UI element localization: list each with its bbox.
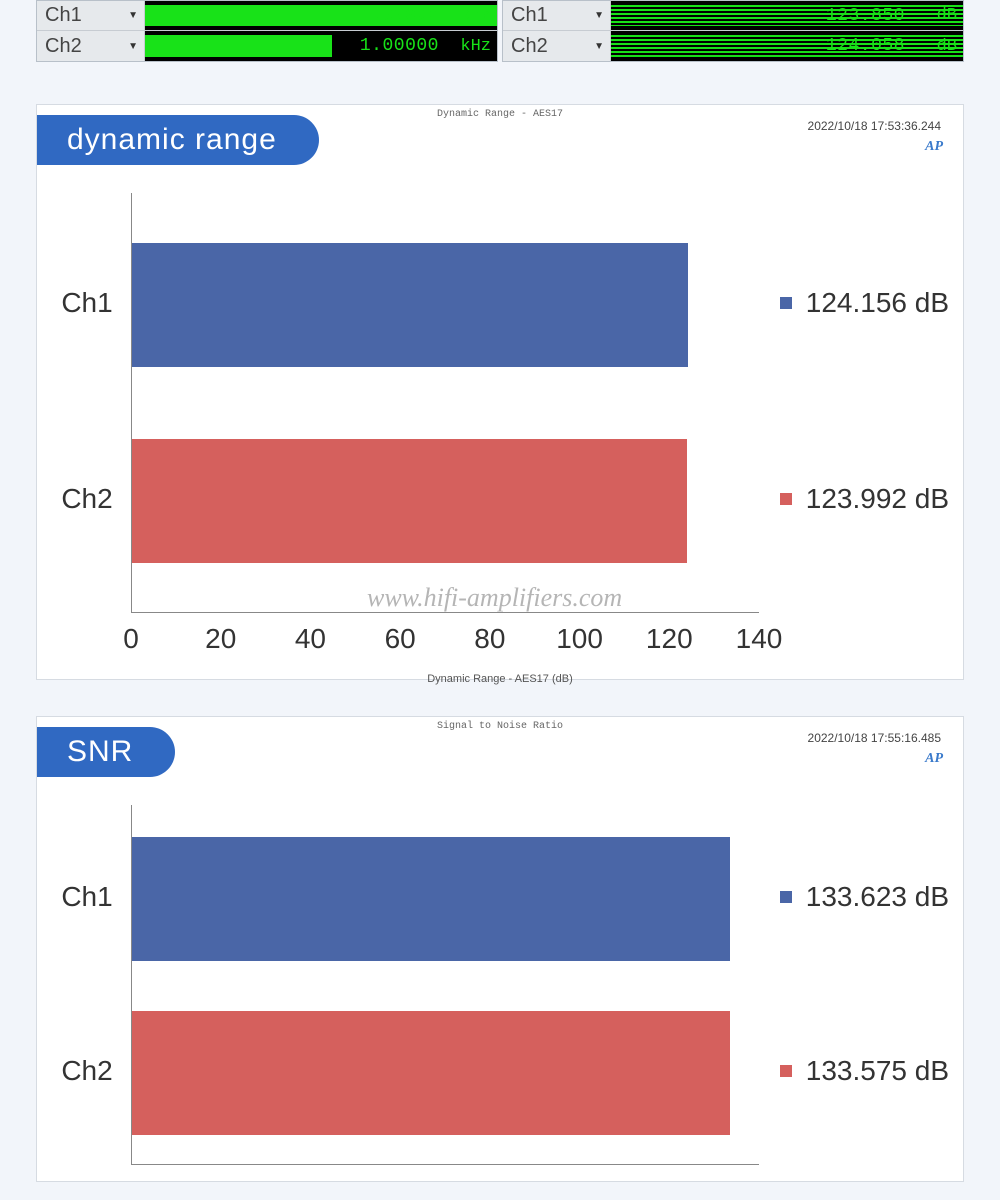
bar-ch2	[132, 439, 687, 563]
xtick: 80	[474, 623, 505, 655]
legend-swatch	[780, 891, 792, 903]
legend-value: 123.992 dB	[806, 483, 949, 515]
channel-dropdown[interactable]: Ch2 ▼	[503, 31, 611, 61]
chart-card-snr: SNR Signal to Noise Ratio 2022/10/18 17:55…	[36, 716, 964, 1182]
charts-container: dynamic range Dynamic Range - AES17 2022/1…	[0, 104, 1000, 1182]
meter-track: 123.850 dB	[611, 1, 963, 30]
meter-fill	[611, 5, 963, 26]
meter-fill	[145, 5, 497, 26]
channel-dropdown[interactable]: Ch1 ▼	[37, 1, 145, 30]
meter-unit: dB	[937, 6, 957, 25]
chart-badge: dynamic range	[37, 115, 319, 165]
ylabel-ch2: Ch2	[51, 483, 123, 515]
meter-panel-right: Ch1 ▼ 123.850 dB Ch2 ▼ 124.058 dB	[502, 0, 964, 62]
legend-swatch	[780, 493, 792, 505]
legend-swatch	[780, 1065, 792, 1077]
channel-label: Ch1	[511, 4, 548, 27]
meter-unit: kHz	[460, 37, 491, 56]
meter-value: 1.00000	[360, 6, 439, 26]
channel-label: Ch1	[45, 4, 82, 27]
ylabel-ch1: Ch1	[51, 287, 123, 319]
channel-label: Ch2	[511, 35, 548, 58]
legend-ch1: 133.623 dB	[780, 881, 949, 913]
meter-fill	[611, 35, 963, 57]
meter-row: Ch2 ▼ 1.00000 kHz	[37, 31, 497, 61]
plot-area	[131, 805, 759, 1165]
legend-value: 133.623 dB	[806, 881, 949, 913]
meter-value: 123.850	[826, 6, 905, 26]
channel-dropdown[interactable]: Ch1 ▼	[503, 1, 611, 30]
meter-track: 1.00000 kHz	[145, 31, 497, 61]
meter-unit: dB	[937, 37, 957, 56]
meter-row: Ch1 ▼ 123.850 dB	[503, 1, 963, 31]
meter-unit: kHz	[460, 6, 491, 25]
legend-swatch	[780, 297, 792, 309]
meter-value: 124.058	[826, 36, 905, 56]
chart-body: Ch1 124.156 dB Ch2 123.992 dB 0 20 40 60 80 100 12…	[51, 173, 949, 665]
xtick: 120	[646, 623, 693, 655]
chevron-down-icon: ▼	[594, 41, 604, 52]
chevron-down-icon: ▼	[128, 10, 138, 21]
legend-ch2: 123.992 dB	[780, 483, 949, 515]
meter-track: 124.058 dB	[611, 31, 963, 61]
ylabel-ch2: Ch2	[51, 1055, 123, 1087]
chart-body: Ch1 133.623 dB Ch2 133.575 dB	[51, 785, 949, 1167]
xtick: 140	[736, 623, 783, 655]
ap-logo: AP	[925, 139, 943, 155]
meter-value: 1.00000	[360, 36, 439, 56]
channel-label: Ch2	[45, 35, 82, 58]
meter-track: 1.00000 kHz	[145, 1, 497, 30]
xtick: 0	[123, 623, 139, 655]
bar-ch2	[132, 1011, 730, 1135]
meter-strip: Ch1 ▼ 1.00000 kHz Ch2 ▼ 1.00000 kHz	[0, 0, 1000, 68]
xtick: 60	[385, 623, 416, 655]
chevron-down-icon: ▼	[594, 10, 604, 21]
xtick: 40	[295, 623, 326, 655]
meter-row: Ch2 ▼ 124.058 dB	[503, 31, 963, 61]
legend-ch2: 133.575 dB	[780, 1055, 949, 1087]
chevron-down-icon: ▼	[128, 41, 138, 52]
legend-value: 124.156 dB	[806, 287, 949, 319]
chart-badge: SNR	[37, 727, 175, 777]
xtick: 20	[205, 623, 236, 655]
channel-dropdown[interactable]: Ch2 ▼	[37, 31, 145, 61]
meter-fill	[145, 35, 332, 57]
plot-area	[131, 193, 759, 613]
xtick: 100	[556, 623, 603, 655]
axis-label: Dynamic Range - AES17 (dB)	[427, 673, 573, 685]
meter-panel-left: Ch1 ▼ 1.00000 kHz Ch2 ▼ 1.00000 kHz	[36, 0, 498, 62]
ylabel-ch1: Ch1	[51, 881, 123, 913]
chart-title: Dynamic Range - AES17	[437, 109, 563, 120]
ap-logo: AP	[925, 751, 943, 767]
bar-ch1	[132, 837, 730, 961]
chart-title: Signal to Noise Ratio	[437, 721, 563, 732]
chart-card-dynrange: dynamic range Dynamic Range - AES17 2022/1…	[36, 104, 964, 680]
legend-value: 133.575 dB	[806, 1055, 949, 1087]
chart-timestamp: 2022/10/18 17:53:36.244	[808, 119, 941, 133]
bar-ch1	[132, 243, 688, 367]
meter-row: Ch1 ▼ 1.00000 kHz	[37, 1, 497, 31]
legend-ch1: 124.156 dB	[780, 287, 949, 319]
chart-timestamp: 2022/10/18 17:55:16.485	[808, 731, 941, 745]
